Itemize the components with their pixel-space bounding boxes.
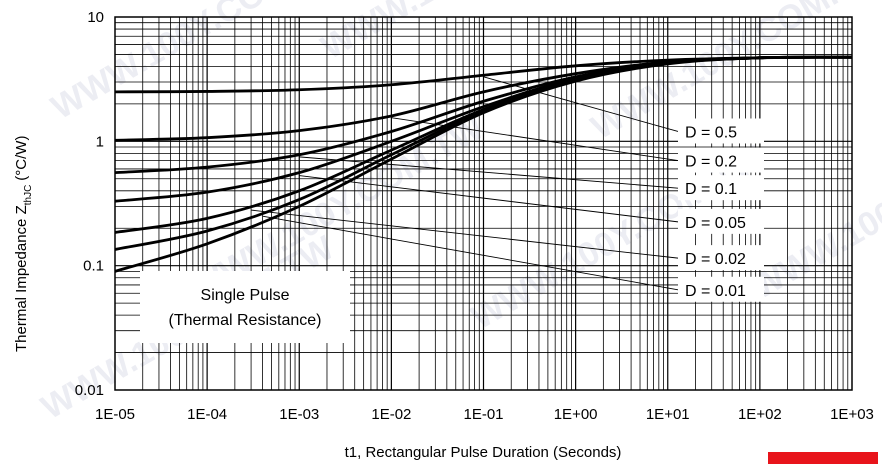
x-tick-label: 1E+00 bbox=[554, 406, 598, 423]
annotation-label-bg bbox=[678, 208, 764, 234]
x-tick-label: 1E+02 bbox=[738, 406, 782, 423]
single-pulse-line-1: Single Pulse bbox=[201, 287, 290, 304]
y-tick-label: 0.1 bbox=[83, 258, 104, 275]
annotation-label-bg bbox=[678, 118, 764, 144]
x-tick-labels: 1E-05 1E-04 1E-03 1E-02 1E-01 1E+00 1E+01 1E+02… bbox=[95, 406, 874, 423]
watermark-text: WWW.100Y.COM.TW bbox=[745, 108, 882, 307]
y-tick-label: 1 bbox=[96, 133, 104, 150]
y-tick-label: 0.01 bbox=[75, 382, 104, 399]
x-tick-label: 1E-01 bbox=[463, 406, 503, 423]
annotation-label-bg bbox=[678, 147, 764, 173]
annotation-label-d005: D = 0.05 bbox=[685, 215, 746, 232]
annotation-label-d02: D = 0.2 bbox=[685, 154, 737, 171]
single-pulse-line-2: (Thermal Resistance) bbox=[169, 312, 322, 329]
series-layer bbox=[115, 55, 852, 273]
y-axis-title: Thermal Impedance ZthJC (°C/W) bbox=[13, 136, 34, 352]
annotation-label-d002: D = 0.02 bbox=[685, 251, 746, 268]
single-pulse-label: Single Pulse (Thermal Resistance) bbox=[140, 271, 350, 343]
annotation-leader-line bbox=[391, 117, 679, 162]
annotation-label-d01: D = 0.1 bbox=[685, 181, 737, 198]
x-tick-label: 1E-05 bbox=[95, 406, 135, 423]
annotation-label-d001: D = 0.01 bbox=[685, 283, 746, 300]
y-axis-title-subscript: thJC bbox=[23, 185, 34, 206]
x-axis-title: t1, Rectangular Pulse Duration (Seconds) bbox=[345, 444, 622, 461]
plot-frame bbox=[114, 16, 853, 391]
x-tick-label: 1E-02 bbox=[371, 406, 411, 423]
annotation-leader-line bbox=[262, 215, 679, 291]
series-line bbox=[115, 55, 852, 273]
annotation-labels: D = 0.5 D = 0.2 D = 0.1 D = 0.05 D = 0.02 D =… bbox=[678, 118, 764, 302]
annotation-leader-line bbox=[299, 175, 679, 223]
annotation-label-bg bbox=[678, 245, 764, 271]
x-tick-label: 1E-03 bbox=[279, 406, 319, 423]
annotation-leader-line bbox=[251, 209, 679, 259]
y-tick-label: 10 bbox=[87, 9, 104, 26]
x-tick-label: 1E+01 bbox=[646, 406, 690, 423]
annotation-label-bg bbox=[678, 175, 764, 201]
x-tick-label: 1E-04 bbox=[187, 406, 227, 423]
y-axis-title-unit: (°C/W) bbox=[13, 136, 30, 181]
y-tick-labels: 0.01 0.1 1 10 bbox=[75, 9, 104, 399]
annotation-label-bg bbox=[678, 276, 764, 302]
annotation-label-d05: D = 0.5 bbox=[685, 124, 737, 141]
y-axis-title-main: Thermal Impedance Z bbox=[13, 205, 30, 352]
x-tick-label: 1E+03 bbox=[830, 406, 874, 423]
red-corner-mark bbox=[768, 452, 878, 464]
